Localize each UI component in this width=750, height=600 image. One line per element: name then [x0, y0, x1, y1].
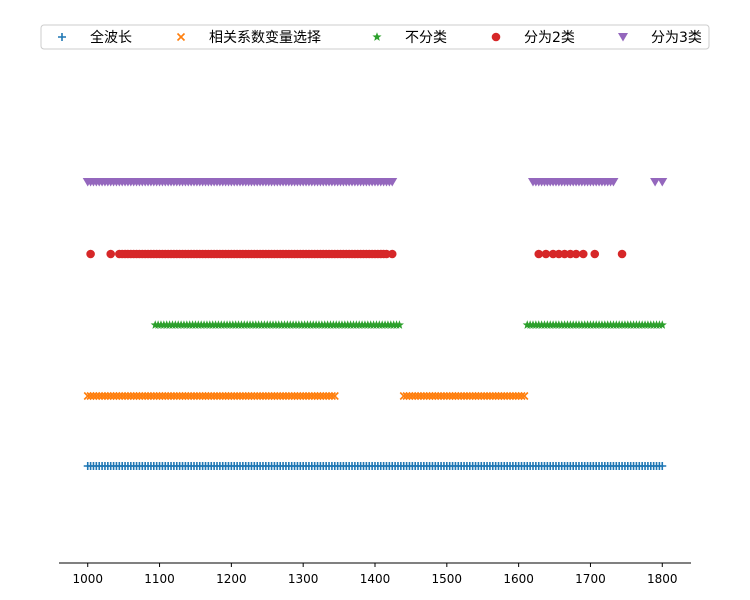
series-layer	[82, 178, 668, 470]
legend-label: 全波长	[90, 29, 132, 46]
series-4	[86, 249, 627, 259]
data-point	[517, 391, 526, 401]
legend-label: 分为2类	[524, 30, 575, 46]
x-tick-label: 1100	[144, 572, 175, 586]
data-point	[534, 249, 544, 259]
data-point	[590, 249, 600, 259]
legend-label: 相关系数变量选择	[209, 30, 321, 46]
legend: 全波长 相关系数变量选择 不分类 分为2类 分为3类	[40, 24, 710, 50]
data-point	[86, 249, 95, 259]
x-tick-label: 1600	[503, 572, 534, 586]
x-tick-label: 1300	[288, 572, 319, 586]
series-5	[82, 178, 668, 187]
series-3	[150, 320, 667, 329]
data-point	[330, 391, 339, 401]
x-tick-label: 1400	[360, 572, 391, 586]
data-point	[387, 249, 397, 259]
legend-label: 不分类	[405, 30, 447, 46]
legend-marker	[372, 32, 382, 41]
legend-item: 相关系数变量选择	[176, 30, 321, 46]
x-tick-label: 1200	[216, 572, 247, 586]
data-point	[394, 320, 404, 329]
series-1	[83, 462, 667, 470]
legend-item: 分为2类	[491, 30, 575, 46]
series-2	[83, 391, 529, 401]
x-axis: 1000 1100 1200 1300 1400 1500 1600 1700 1800	[59, 562, 691, 586]
legend-marker	[176, 32, 186, 42]
x-tick-label: 1800	[647, 572, 678, 586]
legend-item: 不分类	[372, 30, 447, 46]
data-point	[658, 462, 667, 470]
data-point	[650, 178, 661, 187]
legend-marker	[618, 33, 628, 42]
x-tick-label: 1700	[575, 572, 606, 586]
data-point	[657, 178, 668, 187]
legend-marker	[491, 32, 501, 42]
x-tick-label: 1000	[72, 572, 103, 586]
data-point	[106, 249, 116, 259]
data-point	[608, 178, 619, 187]
data-point	[387, 178, 398, 187]
legend-label: 分为3类	[651, 30, 702, 46]
legend-marker	[58, 33, 66, 41]
data-point	[571, 249, 581, 259]
legend-item: 分为3类	[618, 30, 702, 46]
legend-item: 全波长	[58, 29, 132, 46]
data-point	[578, 249, 588, 259]
data-point	[617, 249, 627, 259]
data-point	[327, 391, 336, 401]
data-point	[520, 391, 529, 401]
data-point	[657, 320, 667, 329]
data-point	[541, 249, 551, 259]
x-tick-label: 1500	[432, 572, 463, 586]
